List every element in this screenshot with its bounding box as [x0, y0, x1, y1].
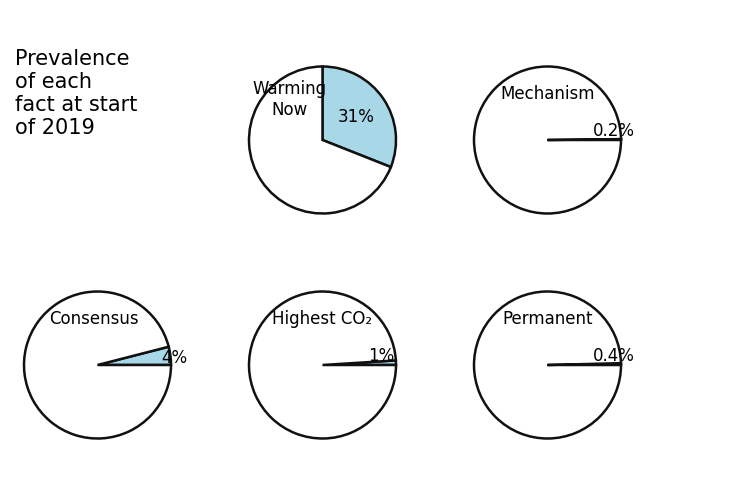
Wedge shape: [474, 66, 621, 214]
Wedge shape: [474, 292, 621, 438]
Text: 0.2%: 0.2%: [593, 122, 635, 140]
Text: Highest CO₂: Highest CO₂: [272, 310, 373, 328]
Wedge shape: [322, 66, 396, 167]
Text: Consensus: Consensus: [49, 310, 139, 328]
Wedge shape: [548, 363, 621, 365]
Wedge shape: [548, 139, 621, 140]
Text: Mechanism: Mechanism: [500, 86, 595, 103]
Wedge shape: [24, 292, 171, 438]
Wedge shape: [249, 66, 391, 214]
Text: Permanent: Permanent: [503, 310, 592, 328]
Text: 4%: 4%: [161, 350, 188, 368]
Text: 0.4%: 0.4%: [593, 347, 635, 365]
Wedge shape: [322, 360, 396, 365]
Text: Warming
Now: Warming Now: [252, 80, 326, 119]
Text: 1%: 1%: [368, 347, 394, 365]
Wedge shape: [249, 292, 396, 438]
Wedge shape: [98, 346, 171, 365]
Text: Prevalence
of each
fact at start
of 2019: Prevalence of each fact at start of 2019: [15, 49, 137, 138]
Text: 31%: 31%: [338, 108, 374, 126]
